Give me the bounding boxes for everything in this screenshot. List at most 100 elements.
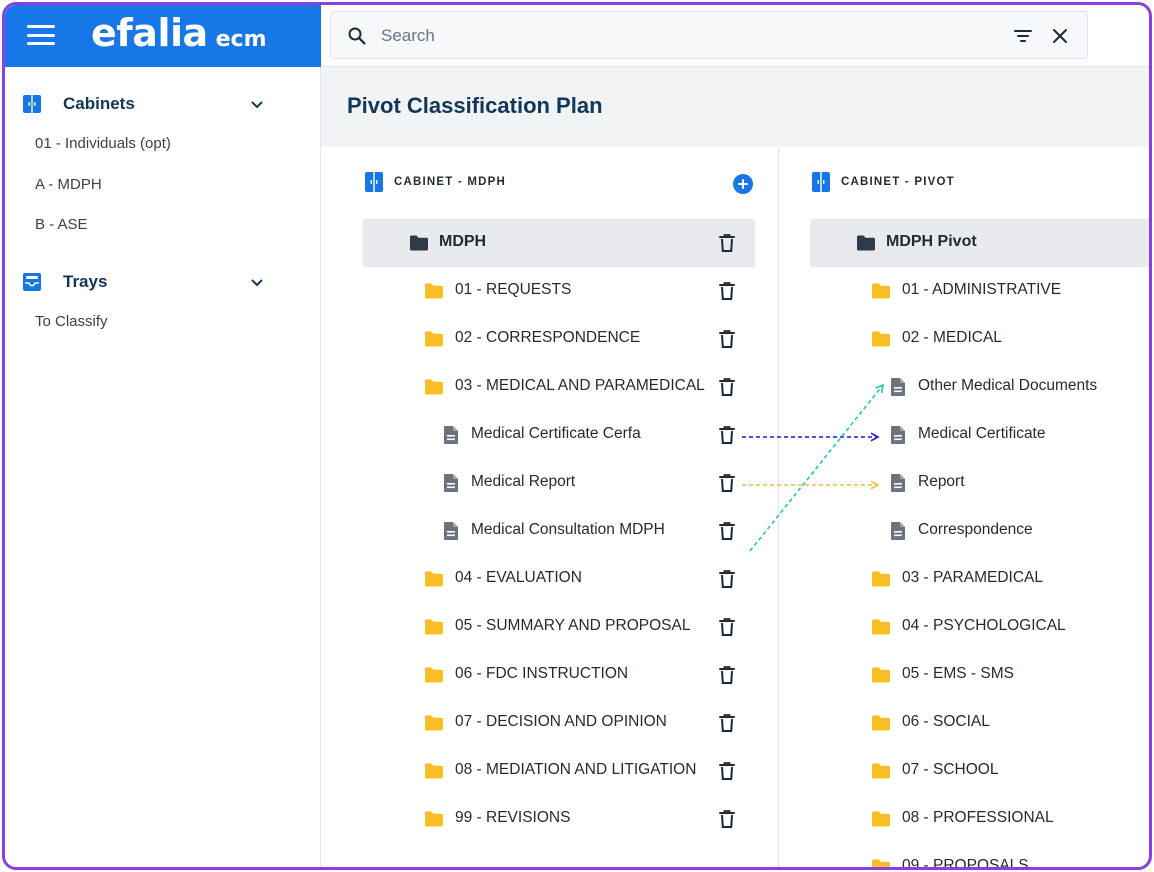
brand-bar: efalia ecm	[5, 5, 321, 67]
tree-folder-row[interactable]: 08 - PROFESSIONAL	[810, 795, 1149, 843]
tree-folder-row[interactable]: 02 - MEDICAL	[810, 315, 1149, 363]
tree-item-label: Correspondence	[918, 521, 1033, 538]
sidebar-section-trays[interactable]: Trays	[5, 265, 321, 299]
trash-icon[interactable]	[719, 761, 735, 781]
document-icon	[444, 426, 458, 444]
trash-icon[interactable]	[719, 473, 735, 493]
document-icon	[891, 426, 905, 444]
tree-document-row[interactable]: Correspondence	[810, 507, 1149, 555]
tree-item-label: 05 - EMS - SMS	[902, 665, 1014, 682]
tree-folder-row[interactable]: 01 - ADMINISTRATIVE	[810, 267, 1149, 315]
tree-item-label: 03 - PARAMEDICAL	[902, 569, 1043, 586]
cabinet-icon	[23, 95, 41, 113]
tree-folder-row[interactable]: 08 - MEDIATION AND LITIGATION	[363, 747, 755, 795]
tree-folder-row[interactable]: 06 - SOCIAL	[810, 699, 1149, 747]
trash-icon[interactable]	[719, 713, 735, 733]
folder-icon	[872, 283, 890, 299]
folder-icon	[872, 763, 890, 779]
tree-item-label: Medical Report	[471, 473, 576, 490]
tree-document-row[interactable]: Medical Certificate Cerfa	[363, 411, 755, 459]
document-icon	[444, 522, 458, 540]
filter-icon[interactable]	[1013, 27, 1033, 45]
page-title: Pivot Classification Plan	[347, 93, 603, 118]
trash-icon[interactable]	[719, 617, 735, 637]
search-bar	[330, 11, 1088, 59]
cabinet-icon	[812, 172, 830, 192]
sidebar-item-individuals[interactable]: 01 - Individuals (opt)	[35, 135, 171, 152]
left-cabinet-title: CABINET - MDPH	[394, 176, 506, 188]
trash-icon[interactable]	[719, 233, 735, 253]
trash-icon[interactable]	[719, 425, 735, 445]
tree-document-row[interactable]: Other Medical Documents	[810, 363, 1149, 411]
sidebar-section-label: Trays	[63, 272, 108, 291]
tree-item-label: 02 - MEDICAL	[902, 329, 1002, 346]
tree-folder-row[interactable]: 01 - REQUESTS	[363, 267, 755, 315]
chevron-down-icon[interactable]	[249, 274, 265, 290]
tree-folder-row[interactable]: 04 - EVALUATION	[363, 555, 755, 603]
tree-item-label: Report	[918, 473, 965, 490]
tree-item-label: 08 - PROFESSIONAL	[902, 809, 1054, 826]
trash-icon[interactable]	[719, 665, 735, 685]
tree-item-label: 04 - EVALUATION	[455, 569, 582, 586]
tree-folder-row[interactable]: 03 - MEDICAL AND PARAMEDICAL	[363, 363, 755, 411]
tree-item-label: Medical Consultation MDPH	[471, 521, 665, 538]
tree-folder-row[interactable]: 02 - CORRESPONDENCE	[363, 315, 755, 363]
tree-document-row[interactable]: Medical Report	[363, 459, 755, 507]
tree-item-label: 07 - DECISION AND OPINION	[455, 713, 667, 730]
trash-icon[interactable]	[719, 521, 735, 541]
folder-icon	[425, 619, 443, 635]
logo-sub: ecm	[215, 27, 267, 52]
search-input[interactable]	[381, 22, 941, 50]
folder-icon	[872, 619, 890, 635]
folder-icon	[425, 571, 443, 587]
trash-icon[interactable]	[719, 329, 735, 349]
sidebar-section-label: Cabinets	[63, 94, 135, 113]
tree-root-label: MDPH	[439, 233, 487, 250]
tree-folder-row[interactable]: 05 - EMS - SMS	[810, 651, 1149, 699]
tree-folder-row[interactable]: 05 - SUMMARY AND PROPOSAL	[363, 603, 755, 651]
tree-folder-row[interactable]: 03 - PARAMEDICAL	[810, 555, 1149, 603]
sidebar-section-cabinets[interactable]: Cabinets	[5, 87, 321, 121]
right-cabinet-title: CABINET - PIVOT	[841, 176, 955, 188]
tray-icon	[23, 273, 41, 291]
trash-icon[interactable]	[719, 281, 735, 301]
tree-item-label: 01 - ADMINISTRATIVE	[902, 281, 1062, 298]
folder-icon	[872, 331, 890, 347]
tree-root-label: MDPH Pivot	[886, 233, 977, 250]
tree-item-label: Medical Certificate Cerfa	[471, 425, 641, 442]
logo-main: efalia	[91, 11, 208, 55]
tree-folder-row[interactable]: 99 - REVISIONS	[363, 795, 755, 843]
trash-icon[interactable]	[719, 569, 735, 589]
add-button[interactable]	[733, 174, 753, 194]
menu-icon[interactable]	[27, 25, 55, 45]
tree-document-row[interactable]: Medical Consultation MDPH	[363, 507, 755, 555]
tree-item-label: 08 - MEDIATION AND LITIGATION	[455, 761, 697, 778]
sidebar-item-ase[interactable]: B - ASE	[35, 216, 88, 233]
trash-icon[interactable]	[719, 377, 735, 397]
tree-root[interactable]: MDPH	[363, 219, 755, 267]
tree-folder-row[interactable]: 07 - SCHOOL	[810, 747, 1149, 795]
app-logo: efalia ecm	[91, 11, 267, 55]
tree-item-label: Medical Certificate	[918, 425, 1046, 442]
folder-icon	[872, 859, 890, 867]
tree-item-label: 05 - SUMMARY AND PROPOSAL	[455, 617, 691, 634]
tree-item-label: Other Medical Documents	[918, 377, 1098, 394]
chevron-down-icon[interactable]	[249, 96, 265, 112]
tree-root[interactable]: MDPH Pivot	[810, 219, 1149, 267]
sidebar-item-to-classify[interactable]: To Classify	[35, 313, 108, 330]
tree-document-row[interactable]: Report	[810, 459, 1149, 507]
tree-item-label: 04 - PSYCHOLOGICAL	[902, 617, 1066, 634]
trash-icon[interactable]	[719, 809, 735, 829]
tree-folder-row[interactable]: 07 - DECISION AND OPINION	[363, 699, 755, 747]
close-icon[interactable]	[1051, 27, 1069, 45]
tree-folder-row[interactable]: 04 - PSYCHOLOGICAL	[810, 603, 1149, 651]
tree-folder-row[interactable]: 09 - PROPOSALS	[810, 843, 1149, 867]
sidebar-item-mdph[interactable]: A - MDPH	[35, 176, 102, 193]
search-icon	[348, 27, 366, 45]
folder-icon	[872, 811, 890, 827]
document-icon	[891, 522, 905, 540]
sidebar: efalia ecm Cabinets 01 - Individuals (op…	[5, 5, 321, 867]
folder-icon	[425, 715, 443, 731]
tree-folder-row[interactable]: 06 - FDC INSTRUCTION	[363, 651, 755, 699]
tree-document-row[interactable]: Medical Certificate	[810, 411, 1149, 459]
